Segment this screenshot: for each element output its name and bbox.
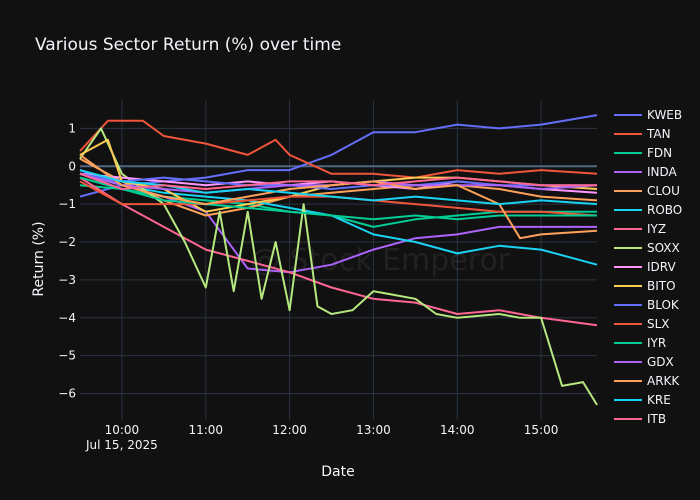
legend[interactable]: KWEB TAN FDN INDA CLOU ROBO IYZ SOXX IDRV BITO BLO…: [614, 108, 682, 426]
legend-item-robo[interactable]: ROBO: [614, 203, 682, 217]
legend-label: BLOK: [647, 298, 680, 312]
chart-gridlines: [80, 100, 597, 420]
y-tick-label: −2: [58, 235, 76, 249]
legend-label: KRE: [647, 393, 671, 407]
series-line-itb[interactable]: [79, 172, 597, 190]
legend-item-iyr[interactable]: IYR: [614, 336, 666, 350]
legend-item-kweb[interactable]: KWEB: [614, 108, 682, 122]
legend-item-arkk[interactable]: ARKK: [614, 374, 680, 388]
x-tick-label: 15:00: [524, 423, 559, 437]
legend-label: KWEB: [647, 108, 682, 122]
x-axis-date-label: Jul 15, 2025: [85, 438, 158, 452]
legend-item-clou[interactable]: CLOU: [614, 184, 680, 198]
y-tick-label: −3: [58, 273, 76, 287]
y-tick-label: −5: [58, 349, 76, 363]
x-tick-label: 14:00: [440, 423, 475, 437]
legend-item-fdn[interactable]: FDN: [614, 146, 672, 160]
legend-item-itb[interactable]: ITB: [614, 412, 666, 426]
legend-label: CLOU: [647, 184, 680, 198]
y-tick-label: 1: [68, 121, 76, 135]
legend-item-slx[interactable]: SLX: [614, 317, 670, 331]
legend-item-gdx[interactable]: GDX: [614, 355, 674, 369]
legend-item-iyz[interactable]: IYZ: [614, 222, 666, 236]
x-axis-title: Date: [321, 464, 354, 480]
legend-label: ITB: [647, 412, 666, 426]
series-line-tan[interactable]: [79, 119, 598, 179]
x-tick-label: 11:00: [188, 423, 223, 437]
legend-item-inda[interactable]: INDA: [614, 165, 678, 179]
legend-label: GDX: [647, 355, 674, 369]
legend-item-bito[interactable]: BITO: [614, 279, 676, 293]
legend-item-tan[interactable]: TAN: [614, 127, 671, 141]
legend-label: IYZ: [647, 222, 666, 236]
x-tick-label: 13:00: [356, 423, 391, 437]
y-tick-label: −4: [58, 311, 76, 325]
legend-label: TAN: [646, 127, 671, 141]
legend-label: ARKK: [647, 374, 680, 388]
series-line-iyz[interactable]: [79, 176, 598, 327]
legend-item-idrv[interactable]: IDRV: [614, 260, 676, 274]
y-tick-label: −1: [58, 197, 76, 211]
x-tick-label: 10:00: [105, 423, 140, 437]
legend-item-soxx[interactable]: SOXX: [614, 241, 680, 255]
series-line-soxx[interactable]: [79, 127, 598, 406]
legend-item-kre[interactable]: KRE: [614, 393, 671, 407]
series-line-iyr[interactable]: [79, 176, 597, 221]
legend-label: ROBO: [647, 203, 682, 217]
y-axis-ticks: 1 0 −1 −2 −3 −4 −5 −6: [58, 121, 76, 400]
legend-label: BITO: [647, 279, 676, 293]
y-tick-label: −6: [58, 386, 76, 400]
legend-label: IDRV: [647, 260, 676, 274]
y-axis-title: Return (%): [31, 221, 47, 296]
legend-label: FDN: [647, 146, 672, 160]
x-tick-label: 12:00: [272, 423, 307, 437]
series-layer: [79, 114, 598, 406]
chart-title: Various Sector Return (%) over time: [35, 35, 341, 55]
y-tick-label: 0: [68, 159, 76, 173]
legend-label: INDA: [647, 165, 678, 179]
legend-item-blok[interactable]: BLOK: [614, 298, 680, 312]
legend-label: SLX: [647, 317, 670, 331]
x-axis-ticks: 10:00 11:00 12:00 13:00 14:00 15:00: [105, 423, 559, 437]
legend-label: SOXX: [647, 241, 680, 255]
legend-label: IYR: [647, 336, 666, 350]
